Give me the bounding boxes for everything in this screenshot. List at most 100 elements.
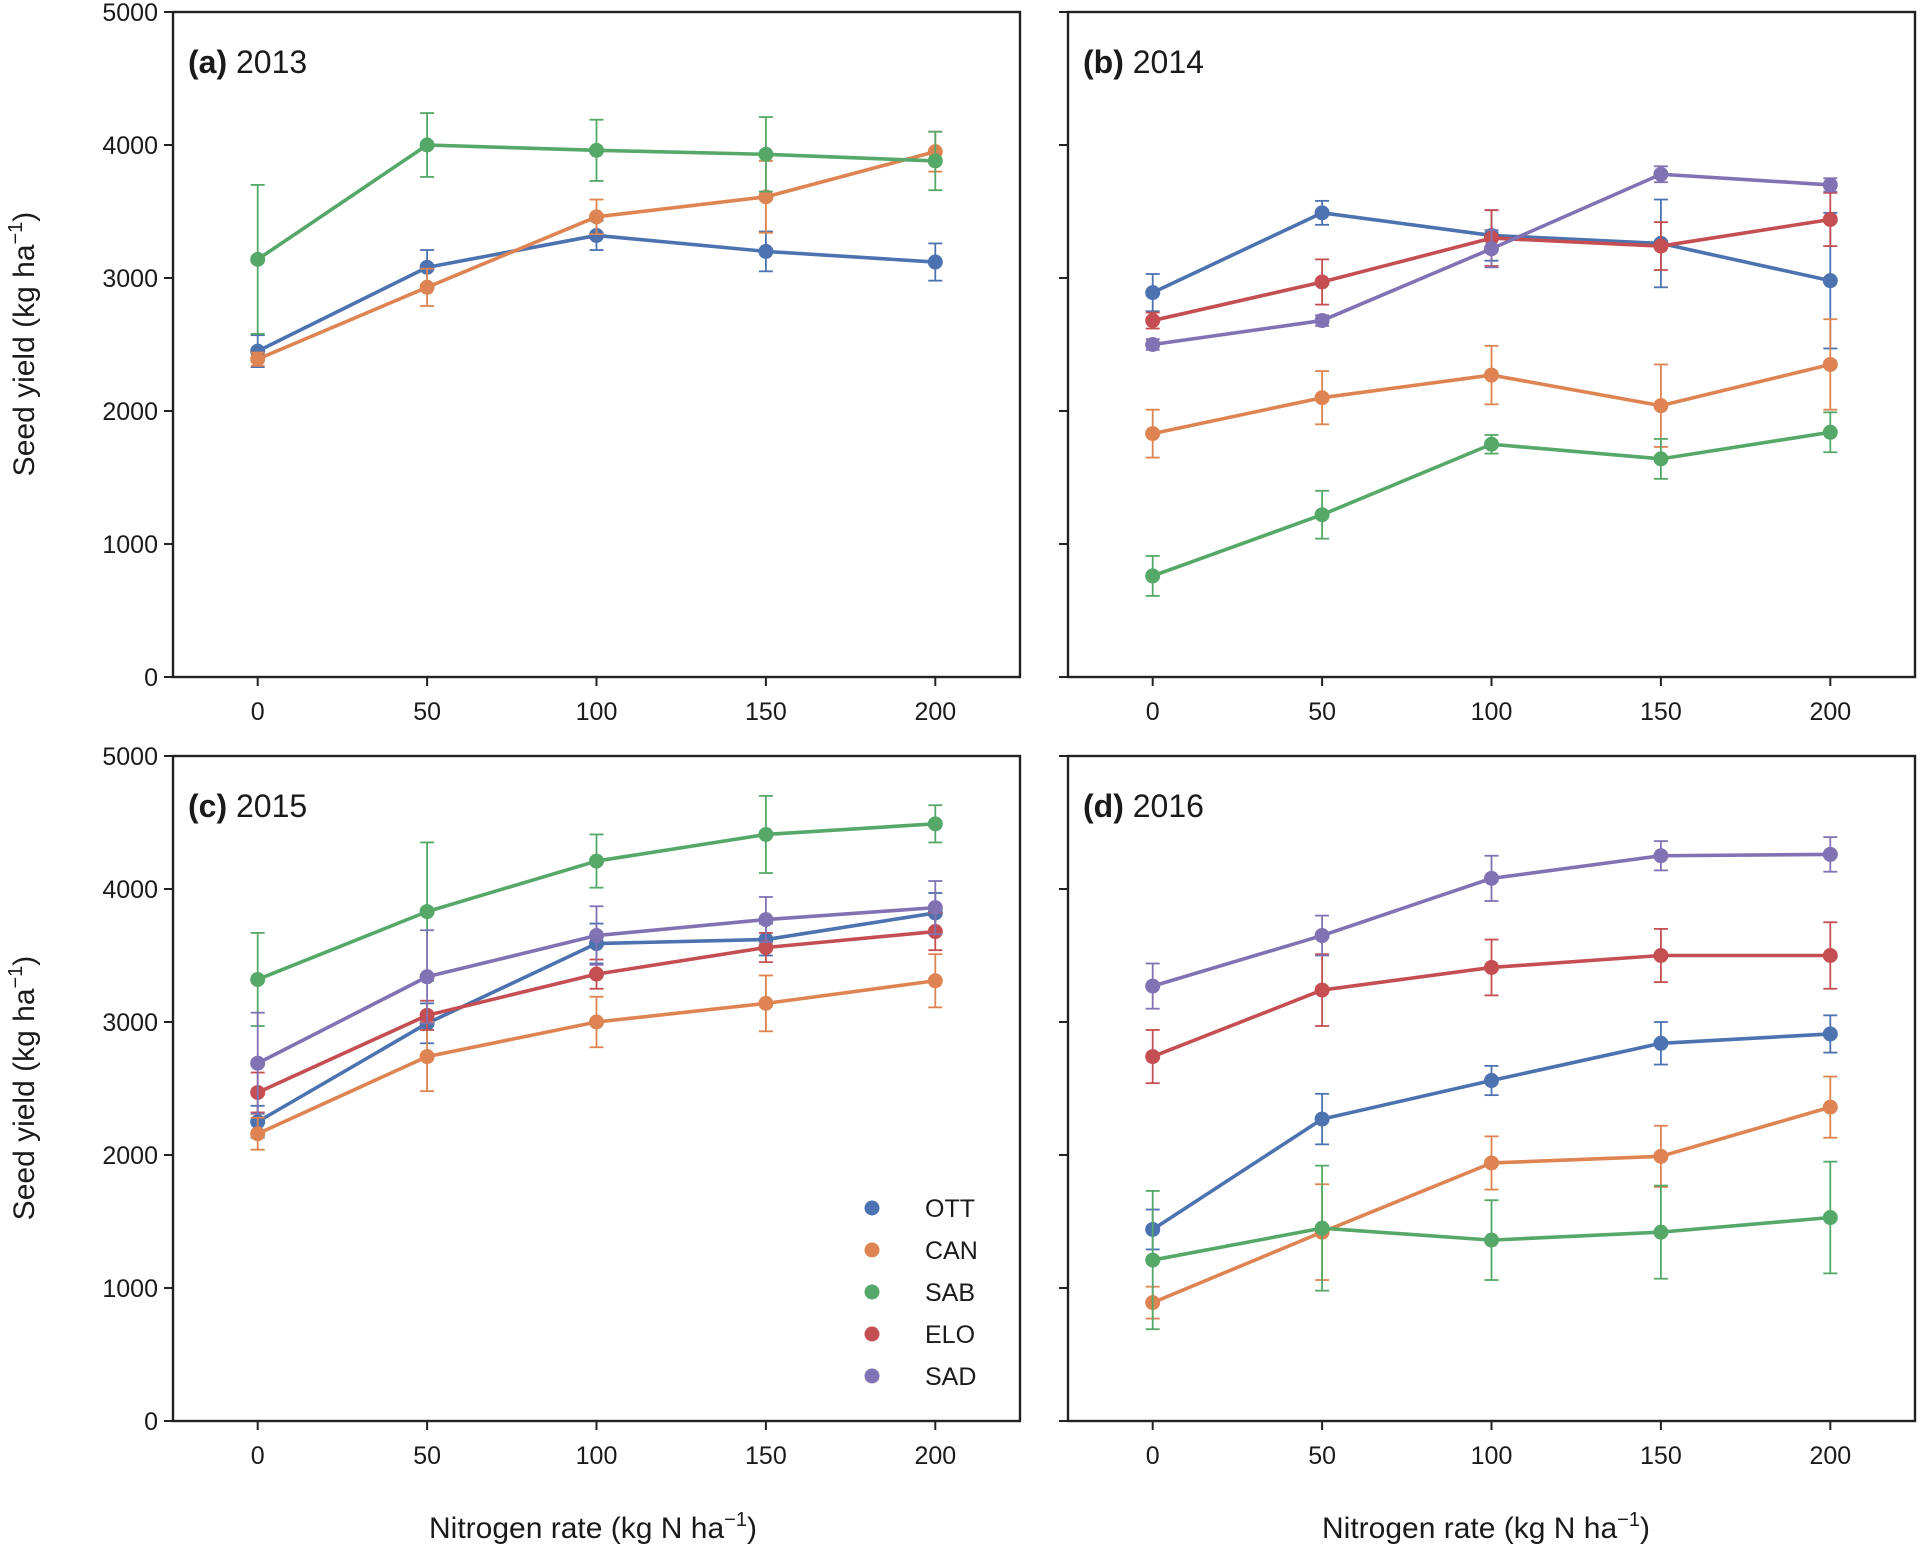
data-point	[1484, 870, 1499, 886]
x-tick-label: 150	[745, 1442, 787, 1470]
data-point	[758, 189, 774, 205]
x-tick-label: 0	[1146, 698, 1160, 726]
series-CAN	[1145, 318, 1838, 459]
panel-2015: 0 1000 2000 3000 4000 5000 0 50 100 150 200 (c) 201…	[102, 743, 1022, 1470]
data-point	[1653, 1224, 1669, 1240]
data-point	[1653, 1148, 1669, 1164]
legend-label: CAN	[925, 1237, 978, 1265]
xlabel-close: )	[1640, 1512, 1650, 1545]
series-SAD	[1145, 165, 1838, 352]
ylabel-close: )	[8, 956, 41, 966]
series-SAD	[250, 880, 943, 1115]
data-point	[1484, 959, 1499, 975]
data-point	[250, 251, 266, 267]
legend-label: SAB	[925, 1279, 975, 1307]
data-point	[589, 227, 604, 243]
data-point	[1653, 166, 1669, 182]
data-point	[250, 1055, 266, 1071]
xlabel-close: )	[747, 1512, 757, 1545]
y-tick-label: 1000	[102, 1275, 158, 1303]
data-point	[1653, 398, 1669, 414]
series-CAN	[1145, 1075, 1838, 1320]
x-tick-label: 0	[251, 1442, 265, 1470]
data-point	[419, 1049, 435, 1065]
legend-marker	[864, 1284, 880, 1300]
data-point	[419, 904, 435, 920]
data-point	[250, 971, 266, 987]
data-point	[1822, 211, 1838, 227]
legend-item-OTT: OTT	[864, 1195, 975, 1223]
data-point	[1484, 1073, 1499, 1089]
data-point	[419, 137, 435, 153]
legend-label: OTT	[925, 1195, 975, 1223]
data-point	[1314, 1220, 1330, 1236]
data-point	[1314, 507, 1330, 523]
ylabel-superscript: −1	[5, 222, 27, 245]
data-point	[1653, 238, 1669, 254]
series-SAB	[1145, 411, 1838, 597]
data-point	[758, 940, 774, 956]
series-SAB	[250, 795, 943, 1027]
data-point	[250, 351, 266, 367]
panel-title: (b) 2014	[1083, 44, 1204, 80]
data-point	[1822, 177, 1838, 193]
xlabel-text: Nitrogen rate (kg N ha	[429, 1512, 724, 1545]
panel-2013: 0 1000 2000 3000 4000 5000 0 50 100 150 200 (a) 201…	[102, 0, 1022, 726]
x-tick-label: 100	[1471, 698, 1513, 726]
data-point	[1314, 313, 1330, 329]
data-point	[1314, 274, 1330, 290]
data-point	[419, 259, 435, 275]
x-tick-label: 0	[251, 698, 265, 726]
data-point	[1822, 846, 1838, 862]
ylabel-bottom: Seed yield (kg ha−1)	[5, 956, 41, 1221]
data-point	[589, 928, 604, 944]
data-point	[1145, 568, 1161, 584]
x-tick-label: 200	[914, 698, 956, 726]
x-tick-label: 100	[576, 1442, 618, 1470]
data-point	[1145, 1252, 1161, 1268]
data-point	[419, 279, 435, 295]
series-SAB	[250, 112, 943, 335]
x-tick-label: 50	[413, 698, 441, 726]
x-tick-label: 0	[1146, 1442, 1160, 1470]
data-point	[1822, 948, 1838, 963]
y-tick-label: 4000	[102, 876, 158, 904]
data-point	[419, 969, 435, 985]
series-SAD	[1145, 836, 1838, 1010]
data-point	[1822, 1026, 1838, 1042]
xlabel-superscript: −1	[724, 1509, 747, 1531]
ylabel-superscript: −1	[5, 966, 27, 989]
legend-marker	[864, 1326, 880, 1342]
series-ELO	[1145, 921, 1838, 1085]
panel-letter: (a)	[188, 44, 227, 80]
panel-year: 2013	[227, 44, 307, 80]
y-tick-label: 5000	[102, 0, 158, 27]
legend-item-SAD: SAD	[864, 1363, 976, 1391]
data-point	[1822, 356, 1838, 372]
data-point	[1484, 436, 1499, 452]
y-tick-label: 0	[144, 1408, 158, 1436]
y-tick-label: 5000	[102, 743, 158, 771]
data-point	[1822, 424, 1838, 440]
data-point	[1314, 205, 1330, 221]
data-point	[1145, 337, 1161, 352]
legend-label: ELO	[925, 1321, 975, 1349]
data-point	[927, 816, 943, 832]
y-tick-label: 3000	[102, 1009, 158, 1037]
data-point	[1314, 928, 1330, 944]
data-point	[758, 826, 774, 842]
data-point	[1822, 1099, 1838, 1115]
data-point	[1145, 285, 1161, 301]
data-point	[1145, 426, 1161, 442]
series-SAB	[1145, 1160, 1838, 1331]
y-tick-label: 4000	[102, 132, 158, 160]
panel-letter: (d)	[1083, 788, 1124, 824]
data-point	[758, 146, 774, 162]
x-tick-label: 50	[1308, 698, 1336, 726]
data-point	[589, 853, 604, 869]
data-point	[758, 995, 774, 1011]
panel-letter: (c)	[188, 788, 227, 824]
x-tick-label: 150	[745, 698, 787, 726]
legend-marker	[864, 1368, 880, 1384]
